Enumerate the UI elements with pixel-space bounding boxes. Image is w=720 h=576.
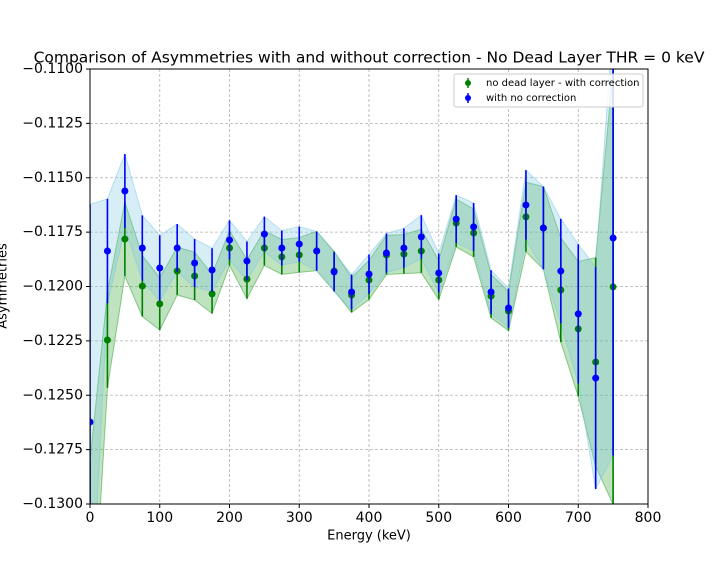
data-point xyxy=(87,566,94,573)
data-point xyxy=(191,259,199,267)
x-tick-label: 400 xyxy=(356,510,383,526)
data-point xyxy=(208,266,216,274)
data-point xyxy=(103,247,111,255)
data-point xyxy=(487,288,495,296)
plot-area xyxy=(87,69,648,573)
chart-title: Comparison of Asymmetries with and witho… xyxy=(34,49,705,67)
data-point xyxy=(435,269,443,277)
y-tick-label: −0.1225 xyxy=(22,333,83,349)
data-point xyxy=(592,374,600,382)
y-tick-label: −0.1100 xyxy=(22,61,83,77)
x-tick-label: 300 xyxy=(286,510,313,526)
y-tick-label: −0.1200 xyxy=(22,279,83,295)
data-point xyxy=(313,247,321,255)
data-point xyxy=(522,201,530,209)
data-point xyxy=(121,187,129,195)
data-point xyxy=(400,244,408,252)
data-point xyxy=(505,304,512,312)
y-tick-label: −0.1150 xyxy=(22,170,83,186)
data-point xyxy=(452,215,460,223)
data-point xyxy=(173,244,181,252)
data-point xyxy=(330,268,338,276)
x-tick-label: 700 xyxy=(565,510,592,526)
y-axis-label: Asymmetries xyxy=(0,243,11,329)
data-point xyxy=(557,267,565,275)
data-point xyxy=(138,244,146,252)
data-point xyxy=(365,270,373,278)
error-band xyxy=(90,69,614,504)
data-point xyxy=(295,240,303,248)
x-tick-label: 0 xyxy=(86,510,95,526)
legend-label: with no correction xyxy=(486,93,576,104)
data-point xyxy=(574,310,582,318)
y-tick-label: −0.1125 xyxy=(22,115,83,131)
legend-box xyxy=(453,73,644,108)
data-point xyxy=(278,244,286,252)
x-tick-label: 800 xyxy=(635,510,662,526)
data-point xyxy=(90,418,94,426)
y-tick-label: −0.1275 xyxy=(22,442,83,458)
data-point xyxy=(609,234,617,242)
data-point xyxy=(382,249,390,257)
data-point xyxy=(156,264,164,272)
data-point xyxy=(539,224,547,232)
y-tick-label: −0.1300 xyxy=(22,496,83,512)
data-point xyxy=(121,235,129,243)
data-point xyxy=(470,223,478,231)
x-tick-label: 500 xyxy=(425,510,452,526)
data-point xyxy=(226,236,233,244)
legend-marker xyxy=(465,80,471,86)
data-point xyxy=(138,282,146,290)
data-point xyxy=(243,257,251,265)
x-tick-label: 100 xyxy=(146,510,173,526)
x-tick-label: 200 xyxy=(216,510,243,526)
legend-marker xyxy=(465,95,471,101)
x-axis-label: Energy (keV) xyxy=(327,529,411,544)
y-tick-label: −0.1250 xyxy=(22,387,83,403)
y-tick-label: −0.1175 xyxy=(22,224,83,240)
data-point xyxy=(260,230,268,238)
axes-frame xyxy=(89,68,649,505)
data-point xyxy=(103,336,111,344)
legend-label: no dead layer - with correction xyxy=(486,78,640,89)
data-point xyxy=(156,300,164,308)
data-point xyxy=(417,233,425,241)
x-tick-label: 600 xyxy=(495,510,522,526)
data-point xyxy=(348,288,356,296)
data-point xyxy=(208,290,216,298)
